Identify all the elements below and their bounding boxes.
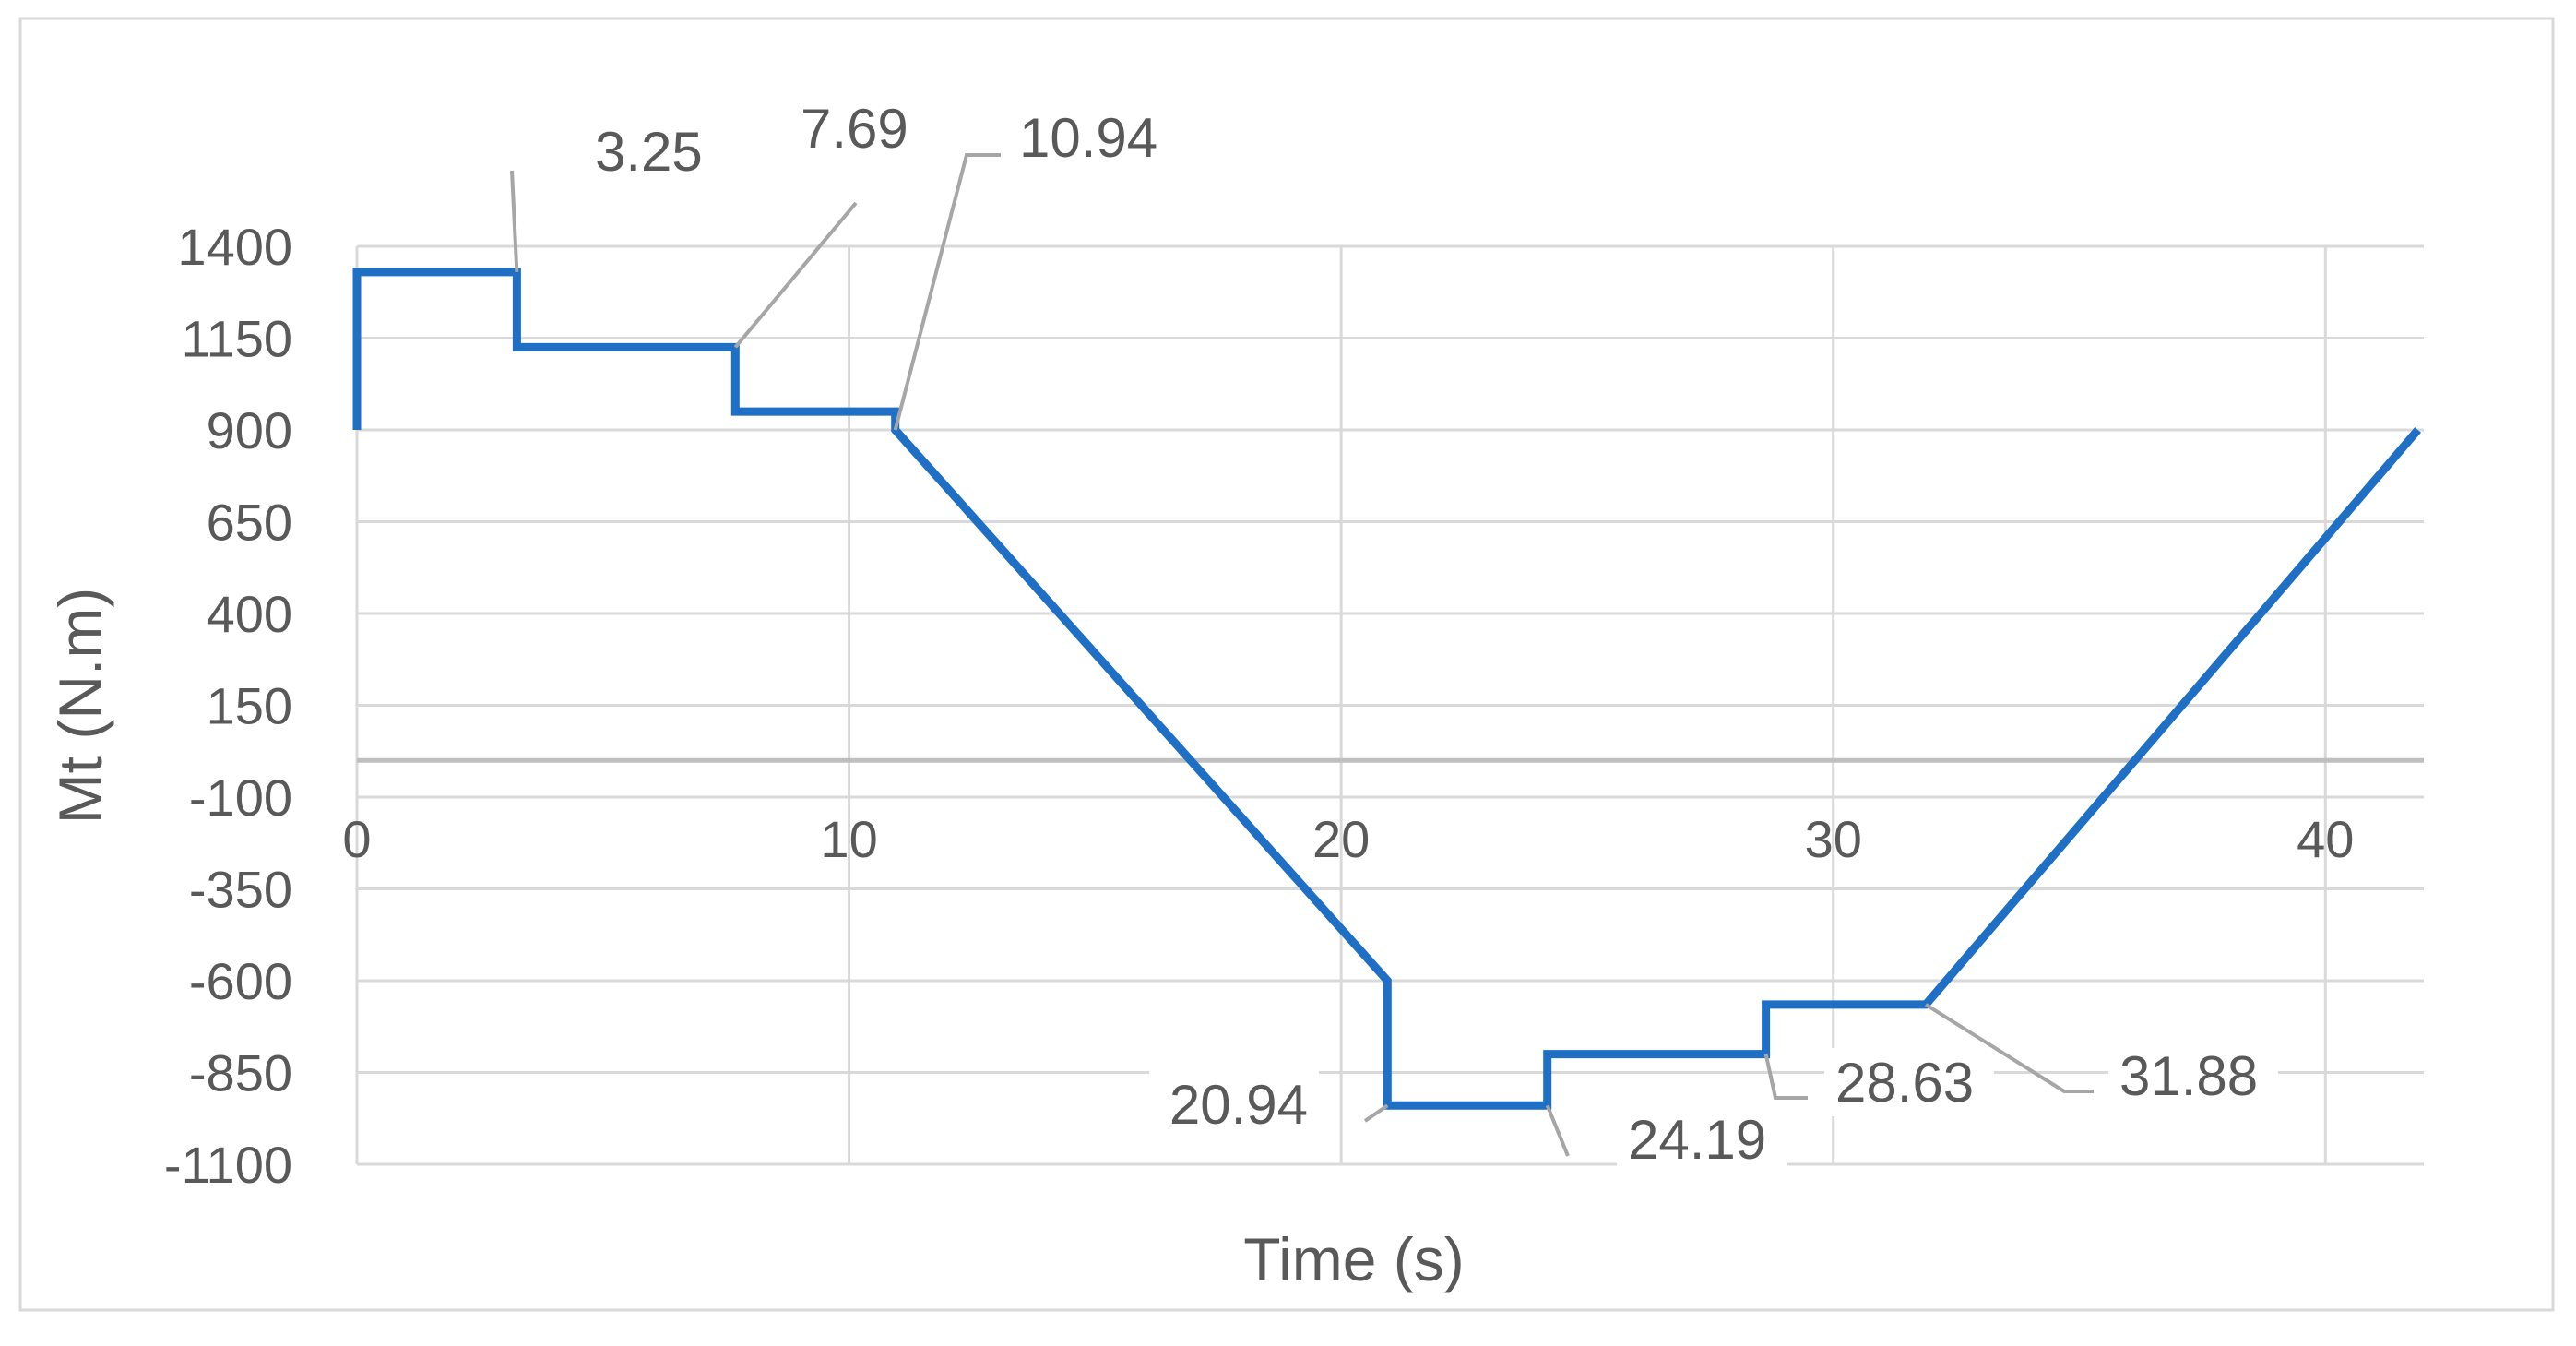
annotation-leader: [1363, 1103, 1389, 1123]
x-tick-label: 30: [1805, 810, 1862, 868]
annotation-label-bg: [789, 94, 930, 162]
annotation-label-bg: [1149, 1070, 1319, 1138]
annotation-leader: [1763, 1054, 1808, 1100]
y-tick-label: 400: [207, 585, 292, 643]
y-tick-label: -600: [189, 952, 292, 1010]
annotation-label-bg: [1824, 1048, 1994, 1116]
y-tick-label: 1150: [182, 310, 292, 368]
annotation-label: 28.63: [1835, 1052, 1974, 1114]
annotation-label: 3.25: [595, 121, 703, 183]
x-tick-labels: 0 10 20 30 40: [342, 810, 2354, 868]
annotation-label: 31.88: [2119, 1045, 2258, 1107]
y-tick-label: -850: [189, 1044, 292, 1102]
annotation-label-bg: [1008, 103, 1178, 172]
annotation-label-bg: [584, 117, 724, 185]
y-tick-labels: 1400 1150 900 650 400 150 -100 -350 -600 -850 -110…: [164, 218, 292, 1194]
y-tick-label: 1400: [177, 218, 292, 276]
y-axis-title: Mt (N.m): [46, 588, 114, 825]
x-tick-label: 20: [1312, 810, 1370, 868]
x-axis-title: Time (s): [1243, 1225, 1465, 1293]
x-tick-label: 0: [342, 810, 371, 868]
x-tick-label: 10: [820, 810, 877, 868]
y-tick-label: -100: [189, 768, 292, 827]
annotation-layer: 3.25 7.69 10.94 20.94 24.19 28.63 31.88: [510, 94, 2278, 1173]
annotation-leader: [733, 201, 858, 349]
annotation-leader: [893, 153, 1001, 431]
y-tick-label: -1100: [164, 1136, 292, 1194]
annotation-label: 7.69: [801, 98, 908, 160]
x-tick-label: 40: [2297, 810, 2354, 868]
y-tick-label: -350: [189, 861, 292, 919]
y-tick-label: 650: [207, 494, 292, 552]
y-tick-label: 150: [207, 677, 292, 735]
annotation-label-bg: [1617, 1105, 1787, 1173]
annotation-leader: [1924, 1003, 2094, 1093]
annotation-label: 24.19: [1628, 1109, 1766, 1171]
y-tick-label: 900: [207, 401, 292, 459]
series-layer: [352, 268, 2422, 1110]
annotation-label: 20.94: [1169, 1074, 1308, 1136]
series-line: [352, 268, 2422, 1110]
annotation-leader: [1545, 1104, 1570, 1157]
annotation-leader: [510, 170, 519, 272]
annotation-label: 10.94: [1019, 107, 1157, 169]
annotation-label-bg: [2108, 1042, 2278, 1110]
